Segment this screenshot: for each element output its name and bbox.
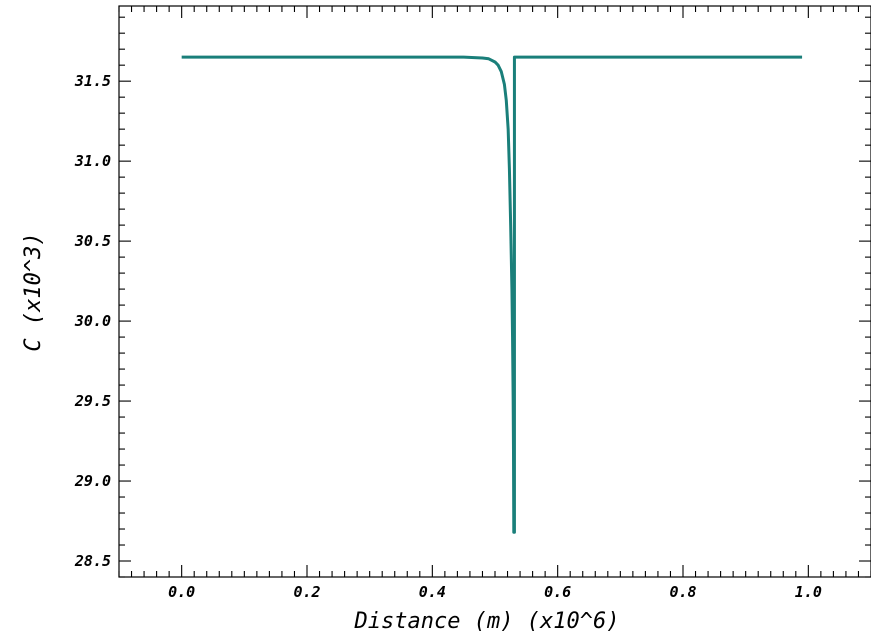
y-tick-label: 28.5 <box>74 552 111 570</box>
y-tick-label: 30.0 <box>74 312 111 330</box>
y-tick-label: 29.0 <box>74 472 111 490</box>
y-tick-label: 30.5 <box>74 232 111 250</box>
y-axis-title: C (x10^3) <box>21 232 46 351</box>
x-axis-title: Distance (m) (x10^6) <box>354 609 620 634</box>
y-tick-label: 31.0 <box>74 152 111 170</box>
series-line <box>181 55 803 534</box>
x-tick-label: 0.6 <box>544 583 571 601</box>
x-tick-label: 1.0 <box>795 583 822 601</box>
x-tick-label: 0.4 <box>419 583 446 601</box>
y-axis-ticks: 28.5 29.0 29.5 30.0 30.5 31.0 31.5 <box>74 16 871 578</box>
x-axis-ticks: 0.0 0.2 0.4 0.6 0.8 1.0 <box>118 6 871 601</box>
plot-frame <box>118 5 871 578</box>
x-tick-label: 0.8 <box>669 583 696 601</box>
x-tick-label: 0.0 <box>168 583 195 601</box>
y-tick-label: 31.5 <box>74 72 111 90</box>
y-tick-label: 29.5 <box>74 392 111 410</box>
x-tick-label: 0.2 <box>293 583 320 601</box>
data-series <box>181 55 803 534</box>
